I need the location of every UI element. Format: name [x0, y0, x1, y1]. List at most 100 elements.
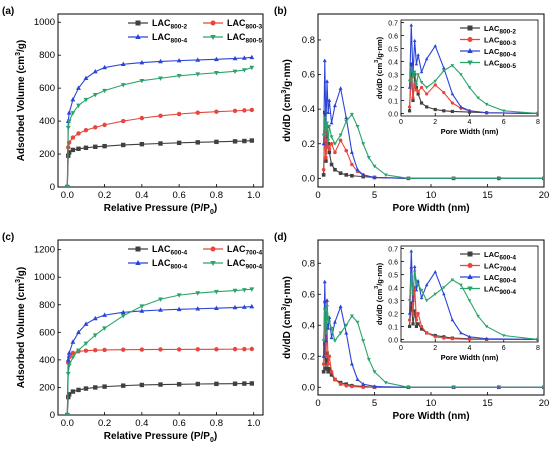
panel-d-point-LAC800-4: [323, 338, 328, 343]
panel-a-point-LAC800-2: [102, 143, 107, 149]
panel-d-inset-point-LAC800-4: [459, 330, 463, 335]
panel-c-point-LAC700-4: [70, 350, 76, 356]
panel-b-inset-legend-label-base: LAC: [484, 47, 500, 56]
panel-d-inset-xlabel: Pore Width (nm): [441, 353, 499, 362]
panel-d-point-LAC900-4: [322, 308, 327, 312]
panel-a-point-LAC800-2: [158, 141, 163, 146]
panel-c-xtick-label: 0.6: [173, 418, 186, 429]
panel-c-point-LAC700-4: [195, 347, 200, 352]
panel-d-point-LAC800-4: [361, 381, 366, 386]
panel-b-point-LAC800-3: [329, 141, 334, 146]
panel-a-point-LAC800-3: [214, 109, 219, 114]
panel-b-inset-point-LAC800-5: [412, 70, 417, 74]
panel-b-point-LAC800-2: [350, 173, 354, 178]
panel-d-series-group: [321, 279, 544, 390]
panel-b-inset-ytick-label: 0.3: [388, 72, 398, 79]
panel-b-inset-point-LAC800-4: [450, 92, 455, 96]
panel-a-legend-marker: [210, 20, 216, 26]
panel-b-point-LAC800-5: [361, 142, 366, 146]
panel-d-inset-point-LAC600-4: [413, 309, 417, 313]
panel-a-point-LAC800-4: [92, 69, 98, 74]
panel-c-point-LAC900-4: [176, 293, 182, 298]
panel-b-inset-ylabel-part-0: dv/dD (cm: [375, 63, 384, 100]
panel-b-xtick-label: 0: [315, 190, 320, 201]
panel-a-xtick-label: 0.6: [173, 190, 186, 201]
panel-d-ytick-label: 0.6: [302, 289, 315, 300]
panel-b-point-LAC800-5: [329, 135, 334, 139]
panel-d-inset-legend-marker: [467, 251, 473, 257]
panel-d-inset-ylabel: dv/dD (cm3/g·nm): [374, 262, 384, 325]
panel-c-point-LAC900-4: [64, 413, 70, 415]
panel-d-inset-legend-marker: [467, 263, 473, 268]
panel-d-inset-point-LAC900-4: [412, 270, 417, 274]
panel-b-point-LAC800-5: [338, 133, 343, 138]
panel-a-ytick-label: 800: [39, 50, 55, 61]
panel-a-legend-label: LAC800-2: [152, 18, 188, 31]
panel-a-legend-label-base: LAC: [227, 32, 246, 42]
panel-d-panel-label: (d): [274, 232, 287, 243]
panel-b-inset-legend-marker: [467, 25, 473, 31]
panel-b-point-LAC800-2: [327, 150, 332, 155]
panel-a-legend-label-sub: 800-4: [171, 38, 188, 45]
panel-c-point-LAC800-4: [66, 350, 72, 355]
panel-c-point-LAC700-4: [158, 347, 163, 352]
panel-c-legend-label: LAC800-4: [152, 258, 188, 271]
panel-c-point-LAC900-4: [139, 304, 145, 309]
panel-d-point-LAC700-4: [344, 383, 349, 388]
panel-a-panel-label: (a): [2, 6, 14, 17]
panel-d-point-LAC600-4: [325, 351, 329, 355]
panel-b-inset-legend-label-sub: 800-5: [499, 63, 516, 70]
panel-b-inset-point-LAC800-2: [419, 101, 424, 105]
panel-a-legend-label-sub: 800-5: [246, 38, 263, 45]
panel-a-point-LAC800-3: [139, 115, 145, 121]
panel-c-legend-label-base: LAC: [152, 258, 171, 268]
panel-b-inset-ytick-label: 0.2: [388, 85, 398, 92]
panel-b-inset-point-LAC800-5: [442, 69, 446, 73]
panel-b-inset-ylabel-part-1: 3: [374, 60, 380, 63]
panel-a-point-LAC800-2: [83, 145, 89, 150]
panel-d-ylabel-part-1: 3: [281, 307, 288, 311]
panel-d-point-LAC600-4: [321, 369, 326, 374]
panel-b-point-LAC800-2: [329, 162, 334, 167]
panel-c-point-LAC800-4: [102, 312, 108, 317]
panel-b-ylabel-part-0: dv/dD (cm: [282, 93, 293, 141]
panel-c-legend-label: LAC600-4: [152, 244, 188, 257]
panel-d-inset-point-LAC800-4: [484, 336, 489, 341]
panel-b-inset-point-LAC800-5: [407, 79, 412, 83]
panel-d-point-LAC800-4: [338, 304, 343, 309]
panel-c-legend-label-sub: 900-4: [246, 264, 263, 271]
panel-c-ytick-label: 400: [39, 355, 55, 366]
panel-d-inset-ytick-label: 0.3: [388, 298, 398, 305]
panel-b-inset-point-LAC800-5: [467, 86, 472, 90]
panel-a-point-LAC800-4: [66, 110, 72, 115]
panel-d-point-LAC900-4: [349, 314, 354, 319]
panel-d-inset-point-LAC800-4: [442, 292, 446, 296]
panel-d-inset-point-LAC700-4: [411, 311, 415, 316]
panel-d-inset-legend-label-base: LAC: [484, 273, 500, 282]
panel-b-panel-label: (b): [274, 6, 287, 17]
panel-b-inset-point-LAC800-4: [467, 108, 472, 113]
panel-a-xlabel-part-1: 0: [210, 209, 214, 216]
panel-b-ylabel-part-2: /g·nm): [282, 59, 293, 90]
panel-d-ylabel: dv/dD (cm3/g·nm): [281, 276, 293, 359]
panel-d-inset-point-LAC800-4: [433, 270, 438, 274]
panel-b-xlabel: Pore Width (nm): [392, 203, 469, 214]
panel-d-inset-legend-label-sub: 700-4: [499, 266, 516, 273]
panel-d-point-LAC700-4: [333, 377, 337, 382]
panel-a-point-LAC800-5: [66, 119, 72, 124]
panel-a-point-LAC800-4: [249, 54, 255, 60]
panel-b-inset-point-LAC800-4: [407, 85, 412, 89]
panel-b-point-LAC800-4: [321, 141, 326, 146]
panel-d-inset-point-LAC600-4: [409, 301, 413, 305]
panel-b-inset-point-LAC800-2: [433, 107, 437, 112]
panel-d-inset-legend-label: LAC600-4: [484, 250, 516, 262]
panel-c-ylabel-part-2: /g): [16, 267, 27, 279]
panel-d-point-LAC900-4: [383, 381, 388, 385]
panel-d-inset-point-LAC800-4: [416, 279, 420, 283]
panel-d-inset-series-line-LAC600-4: [409, 303, 538, 340]
panel-a-point-LAC800-4: [158, 58, 163, 64]
panel-a-xtick-label: 0.8: [210, 190, 223, 201]
panel-d-ytick-label: 0.4: [302, 320, 315, 331]
panel-d-inset-ylabel-part-2: /g·nm): [375, 262, 384, 285]
